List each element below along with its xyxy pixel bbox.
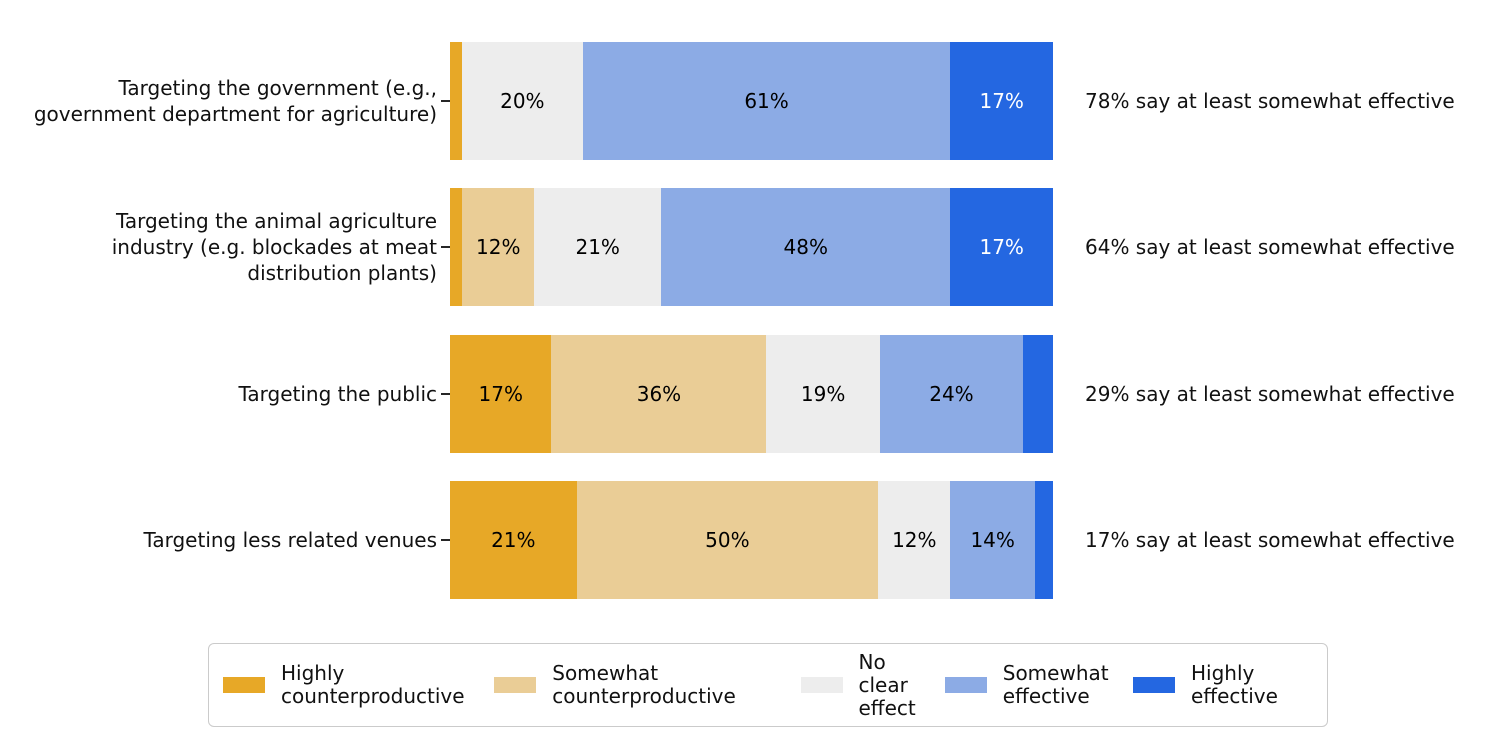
legend-item-somewhat-effective: Somewhat effective xyxy=(944,661,1125,708)
bar-segment-highly-effective: 17% xyxy=(950,188,1053,306)
bar-segment-highly-counterproductive xyxy=(450,188,463,306)
axis-tick xyxy=(441,539,450,541)
bar-segment-no-clear-effect: 21% xyxy=(534,188,662,306)
axis-tick xyxy=(441,246,450,248)
legend-label: No clear effect xyxy=(858,649,916,720)
bar-row-government: 20% 61% 17% xyxy=(450,42,1053,160)
bar-segment-somewhat-counterproductive: 12% xyxy=(462,188,535,306)
row-label-animal-agriculture: Targeting the animal agriculture industr… xyxy=(111,209,437,285)
segment-value-label: 61% xyxy=(744,89,789,113)
row-annotation: 64% say at least somewhat effective xyxy=(1085,235,1455,259)
segment-value-label: 14% xyxy=(970,528,1015,552)
segment-value-label: 36% xyxy=(636,382,682,406)
legend-item-somewhat-counterproductive: Somewhat counterproductive xyxy=(494,662,792,708)
bar-segment-highly-counterproductive: 21% xyxy=(450,481,577,599)
segment-value-label: 19% xyxy=(800,382,846,406)
segment-value-label: 17% xyxy=(979,235,1024,259)
legend-label: Highly effective xyxy=(1191,661,1278,708)
bar-segment-somewhat-effective: 61% xyxy=(582,42,951,160)
legend-label: Somewhat effective xyxy=(1002,661,1109,708)
legend-item-no-clear-effect: No clear effect xyxy=(800,649,937,720)
bar-segment-highly-counterproductive: 17% xyxy=(450,335,552,453)
segment-value-label: 12% xyxy=(476,235,521,259)
legend-label: Somewhat counterproductive xyxy=(552,661,736,708)
bar-segment-somewhat-counterproductive: 36% xyxy=(551,335,767,453)
segment-value-label: 24% xyxy=(929,382,974,406)
segment-value-label: 48% xyxy=(783,235,828,259)
bar-segment-no-clear-effect: 19% xyxy=(766,335,880,453)
row-label-less-related-venues: Targeting less related venues xyxy=(143,528,437,552)
bar-segment-somewhat-counterproductive: 50% xyxy=(576,481,879,599)
bar-row-public: 17% 36% 19% 24% xyxy=(450,335,1053,453)
legend-item-highly-effective: Highly effective xyxy=(1133,662,1313,708)
bar-segment-somewhat-effective: 48% xyxy=(661,188,951,306)
bar-segment-highly-counterproductive xyxy=(450,42,463,160)
legend-swatch-no-clear-effect xyxy=(800,677,843,693)
bar-row-animal-agriculture: 12% 21% 48% 17% xyxy=(450,188,1053,306)
row-label-public: Targeting the public xyxy=(238,382,437,406)
bar-segment-highly-effective xyxy=(1034,481,1053,599)
row-annotation: 17% say at least somewhat effective xyxy=(1085,528,1455,552)
bar-segment-somewhat-effective: 24% xyxy=(879,335,1024,453)
bar-segment-highly-effective: 17% xyxy=(950,42,1053,160)
legend-label: Highly counterproductive xyxy=(281,661,465,708)
segment-value-label: 20% xyxy=(500,89,545,113)
legend-swatch-somewhat-counterproductive xyxy=(494,677,537,693)
legend-item-highly-counterproductive: Highly counterproductive xyxy=(223,662,486,708)
legend-swatch-somewhat-effective xyxy=(944,677,987,693)
segment-value-label: 12% xyxy=(892,528,937,552)
axis-tick xyxy=(441,393,450,395)
legend-swatch-highly-counterproductive xyxy=(223,677,265,693)
row-annotation: 78% say at least somewhat effective xyxy=(1085,89,1455,113)
bar-segment-no-clear-effect: 12% xyxy=(878,481,951,599)
legend-swatch-highly-effective xyxy=(1133,677,1175,693)
row-label-government: Targeting the government (e.g., governme… xyxy=(33,76,437,126)
segment-value-label: 17% xyxy=(478,382,523,406)
bar-segment-no-clear-effect: 20% xyxy=(462,42,583,160)
segment-value-label: 17% xyxy=(979,89,1024,113)
bar-segment-somewhat-effective: 14% xyxy=(950,481,1035,599)
bar-row-less-related-venues: 21% 50% 12% 14% xyxy=(450,481,1053,599)
bar-segment-highly-effective xyxy=(1023,335,1053,453)
row-annotation: 29% say at least somewhat effective xyxy=(1085,382,1455,406)
legend: Highly counterproductive Somewhat counte… xyxy=(208,643,1328,727)
segment-value-label: 50% xyxy=(705,528,750,552)
segment-value-label: 21% xyxy=(491,528,536,552)
axis-tick xyxy=(441,100,450,102)
segment-value-label: 21% xyxy=(575,235,620,259)
